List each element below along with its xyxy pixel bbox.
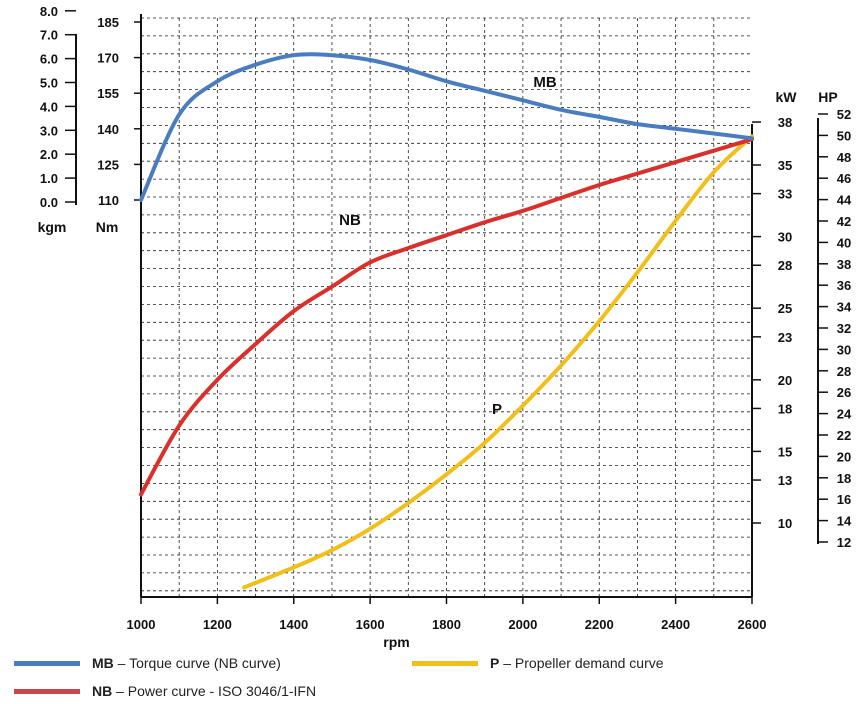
grid-lines: [141, 17, 752, 597]
hp-tick-label: 46: [837, 171, 851, 186]
x-tick-label: 2200: [585, 617, 614, 632]
kw-tick-label: 35: [778, 158, 792, 173]
kgm-tick-label: 8.0: [40, 4, 58, 19]
curves: [139, 52, 754, 590]
hp-tick-label: 38: [837, 257, 851, 272]
kgm-tick-label: 5.0: [40, 76, 58, 91]
legend-item-mb: MB – Torque curve (NB curve): [14, 655, 281, 671]
kw-tick-label: 30: [778, 230, 792, 245]
x-axis-title: rpm: [383, 634, 409, 650]
x-tick-label: 2000: [508, 617, 537, 632]
kgm-tick-label: 1.0: [40, 171, 58, 186]
hp-tick-label: 28: [837, 364, 851, 379]
legend-key-mb: MB: [92, 655, 114, 671]
legend-key-nb: NB: [92, 683, 113, 699]
kw-tick-label: 25: [778, 301, 792, 316]
kw-tick-label: 33: [778, 187, 792, 202]
nm-tick-label: 185: [97, 15, 119, 30]
x-tick-label: 1600: [356, 617, 385, 632]
kgm-tick-label: 0.0: [40, 195, 58, 210]
kw-tick-label: 23: [778, 330, 792, 345]
kgm-tick-label: 6.0: [40, 52, 58, 67]
kgm-tick-label: 2.0: [40, 147, 58, 162]
legend-text-nb: – Power curve - ISO 3046/1-IFN: [116, 683, 317, 699]
nm-tick-label: 155: [97, 86, 119, 101]
hp-tick-label: 16: [837, 492, 851, 507]
kgm-tick-label: 3.0: [40, 123, 58, 138]
hp-tick-label: 44: [837, 193, 852, 208]
nm-tick-label: 110: [98, 193, 119, 208]
axes: 1000 1200 1400 1600 1800 2000 2200 2400 2600 rpm 1…: [38, 4, 852, 650]
hp-tick-label: 12: [837, 535, 851, 550]
hp-tick-label: 18: [837, 471, 851, 486]
x-tick-label: 1000: [127, 617, 156, 632]
hp-tick-label: 48: [837, 150, 851, 165]
hp-tick-label: 42: [837, 214, 851, 229]
hp-tick-label: 30: [837, 342, 851, 357]
legend-item-p: P – Propeller demand curve: [412, 655, 664, 671]
kw-tick-label: 20: [778, 373, 792, 388]
legend-text-p: – Propeller demand curve: [503, 655, 664, 671]
nm-axis-title: Nm: [96, 219, 119, 235]
kw-tick-label: 10: [778, 516, 792, 531]
labels: MB NB P: [339, 74, 557, 418]
legend-swatch-p: [412, 660, 478, 666]
hp-tick-label: 40: [837, 235, 851, 250]
hp-tick-label: 50: [837, 128, 851, 143]
x-tick-label: 1400: [279, 617, 308, 632]
curve-label-p: P: [492, 401, 502, 418]
legend-swatch-mb: [14, 660, 80, 666]
x-tick-label: 1800: [432, 617, 461, 632]
series-nb-line: [139, 137, 754, 497]
hp-tick-label: 22: [837, 428, 851, 443]
legend-item-nb: NB – Power curve - ISO 3046/1-IFN: [14, 683, 316, 699]
hp-tick-label: 26: [837, 385, 851, 400]
kgm-tick-label: 4.0: [40, 99, 58, 114]
legend-key-p: P: [490, 655, 500, 671]
hp-tick-label: 36: [837, 278, 851, 293]
kgm-tick-label: 7.0: [40, 28, 58, 43]
kw-tick-label: 15: [778, 444, 792, 459]
engine-performance-chart: 1000 1200 1400 1600 1800 2000 2200 2400 2600 rpm 1…: [38, 4, 852, 650]
kw-tick-label: 18: [778, 401, 792, 416]
nm-tick-label: 170: [97, 51, 119, 66]
series-mb-line: [139, 52, 754, 202]
legend-swatch-nb: [14, 688, 80, 694]
legend-text-mb: – Torque curve (NB curve): [117, 655, 281, 671]
x-tick-label: 1200: [203, 617, 232, 632]
curve-label-nb: NB: [339, 212, 361, 229]
hp-axis-title: HP: [818, 89, 837, 105]
kw-tick-label: 38: [778, 115, 792, 130]
hp-tick-label: 14: [837, 514, 852, 529]
kw-tick-label: 28: [778, 258, 792, 273]
hp-tick-label: 52: [837, 107, 851, 122]
hp-tick-label: 34: [837, 300, 852, 315]
x-tick-label: 2400: [661, 617, 690, 632]
nm-tick-label: 140: [97, 122, 119, 137]
hp-tick-label: 24: [837, 407, 852, 422]
kw-tick-label: 13: [778, 473, 792, 488]
x-tick-label: 2600: [738, 617, 767, 632]
kgm-axis-title: kgm: [38, 219, 67, 235]
kw-axis-title: kW: [776, 89, 798, 105]
nm-tick-label: 125: [97, 157, 119, 172]
curve-label-mb: MB: [533, 74, 556, 91]
series-p-line: [242, 134, 754, 590]
hp-tick-label: 32: [837, 321, 851, 336]
hp-tick-label: 20: [837, 449, 851, 464]
